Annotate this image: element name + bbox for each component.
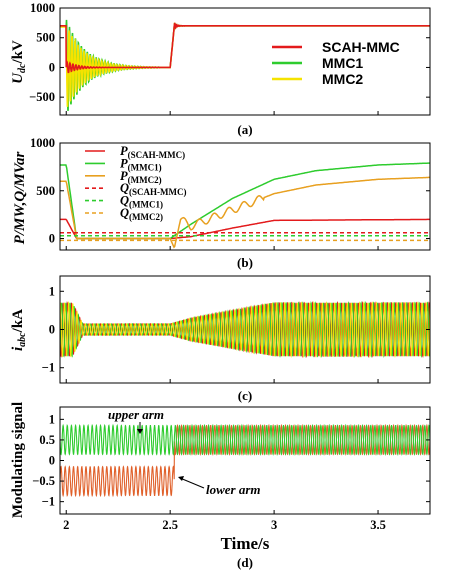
panel-a-legend: SCAH-MMC MMC1 MMC2 [272, 39, 400, 87]
panel-a-caption: (a) [237, 122, 252, 137]
legend-label-mmc1: MMC1 [322, 55, 363, 71]
panel-d-frame [59, 406, 431, 515]
y-tick-label: 0 [49, 454, 55, 468]
annotation-lower-arm-arrow [179, 477, 205, 489]
y-tick-label: 1 [49, 412, 55, 426]
series-line-scah-mmc [60, 22, 430, 74]
annotation-upper-arm: upper arm [108, 407, 164, 422]
annotation-lower-arm-arrowhead [178, 476, 184, 481]
phase-current-line [60, 300, 430, 358]
y-tick-label: −500 [29, 90, 55, 104]
y-tick-label: 0 [49, 323, 55, 337]
y-tick-label: 1 [49, 284, 55, 298]
y-tick-label: 0.5 [39, 433, 55, 447]
panel-b-frame [59, 142, 431, 251]
panel-d-plot-area [60, 423, 430, 498]
y-tick-label: −1 [42, 361, 55, 375]
annotation-lower-arm: lower arm [206, 482, 261, 497]
panel-a-plot-area [60, 19, 430, 111]
panel-b-plot-area [60, 162, 430, 249]
panel-b-y-ticks: 1000 500 0 [30, 136, 430, 250]
panel-b: 1000 500 0 P/MW,Q/MVar P(SCAH-MMC)P(MMC1)P… [12, 136, 431, 270]
panel-a-y-ticks: 1000 500 0 −500 [29, 1, 430, 115]
legend-label: P(MMC1) [120, 156, 162, 172]
panel-d-caption: (d) [237, 555, 253, 570]
panel-d-x-ticks: 2 2.5 3 3.5 [63, 510, 386, 532]
panel-c-y-ticks: 1 0 −1 [42, 284, 430, 383]
panel-b-ylabel: P/MW,Q/MVar [12, 152, 28, 245]
phase-current-line [60, 301, 430, 358]
panel-c-ylabel: iabc/kA [10, 309, 28, 351]
x-tick-label: 3 [271, 518, 277, 532]
x-tick-label: 2.5 [162, 518, 178, 532]
x-tick-label: 3.5 [370, 518, 386, 532]
x-tick-label: 2 [63, 518, 69, 532]
series-line-upper-arm [60, 423, 430, 456]
legend-label: Q(MMC2) [120, 206, 163, 222]
legend-label: Q(MMC1) [120, 194, 163, 210]
panel-c: 1 0 −1 iabc/kA (c) [10, 275, 431, 403]
legend-label: P(SCAH-MMC) [120, 144, 185, 160]
y-tick-label: 1000 [30, 1, 55, 15]
legend-label: P(MMC2) [120, 169, 162, 185]
y-tick-label: 500 [36, 31, 55, 45]
series-line-pmmc2 [60, 176, 430, 249]
panel-a: 1000 500 0 −500 Udc/kV SCAH-MMC MMC1 MMC2 (… [10, 1, 431, 137]
panel-a-frame [59, 7, 431, 116]
series-line-pmmc1 [60, 162, 430, 240]
y-tick-label: 0 [49, 232, 55, 246]
panel-d-y-ticks: 1 0.5 0 −0.5 −1 [32, 412, 430, 509]
panel-c-plot-area [60, 300, 430, 358]
panel-d-ylabel: Modulating signal [10, 402, 26, 518]
panel-b-caption: (b) [237, 255, 253, 270]
panel-a-ylabel: Udc/kV [10, 40, 28, 84]
series-line-mmc2 [60, 22, 430, 108]
phase-current-line [60, 301, 430, 358]
panel-d: 1 0.5 0 −0.5 −1 2 2.5 3 3.5 Modulating signal u… [10, 402, 431, 570]
y-tick-label: 500 [36, 184, 55, 198]
y-tick-label: −0.5 [32, 474, 55, 488]
legend-label: Q(SCAH-MMC) [120, 181, 187, 197]
annotation-upper-arm-arrowhead [137, 429, 143, 434]
legend-label-scah: SCAH-MMC [322, 39, 400, 55]
y-tick-label: 1000 [30, 136, 55, 150]
panel-d-xlabel: Time/s [221, 534, 270, 553]
panel-c-caption: (c) [238, 388, 252, 403]
y-tick-label: 0 [49, 60, 55, 74]
y-tick-label: −1 [42, 495, 55, 509]
panel-b-legend: P(SCAH-MMC)P(MMC1)P(MMC2)Q(SCAH-MMC)Q(MM… [85, 144, 187, 222]
legend-label-mmc2: MMC2 [322, 71, 363, 87]
